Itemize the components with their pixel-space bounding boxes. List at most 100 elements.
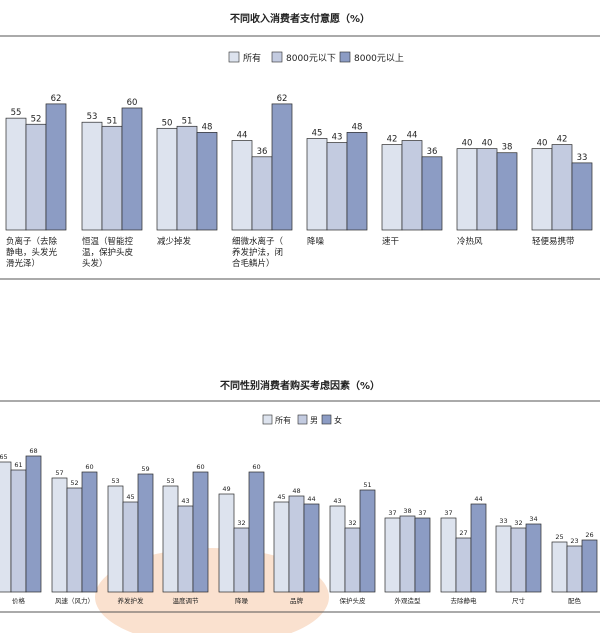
- chart2-value-label-male-4: 43: [181, 497, 189, 505]
- chart1-value-label-below8000-1: 52: [31, 114, 42, 124]
- chart2-bar-female-8: [414, 517, 431, 593]
- chart2-category-label-9: 去除静电: [451, 596, 478, 605]
- chart1-value-label-all-1: 55: [11, 108, 22, 118]
- chart1-value-label-all-8: 40: [537, 139, 548, 149]
- chart2-value-label-male-8: 38: [403, 507, 411, 515]
- chart2-value-label-female-2: 60: [85, 463, 93, 471]
- chart2-value-label-all-10: 33: [499, 517, 507, 525]
- chart2-legend: 所有 男 女: [262, 414, 342, 425]
- chart2-bar-all-2: [51, 477, 68, 593]
- chart1-bar-above8000-4: [271, 103, 293, 231]
- chart2-category-label-10: 尺寸: [512, 596, 526, 605]
- chart1-category-label-3: 减少掉发: [157, 236, 192, 247]
- chart2-category-label-5: 降噪: [235, 596, 249, 605]
- chart1-value-label-all-6: 42: [387, 135, 398, 145]
- chart2-legend-label-male: 男: [310, 416, 318, 425]
- chart2-bar-male-3: [122, 501, 139, 593]
- chart2-value-label-male-10: 32: [514, 519, 522, 527]
- chart1-bar-all-5: [306, 138, 328, 231]
- chart2-bar-female-7: [359, 489, 376, 593]
- chart1-value-label-below8000-8: 42: [557, 135, 568, 145]
- chart1-bar-above8000-5: [346, 132, 368, 231]
- chart2-bar-male-9: [455, 537, 472, 593]
- chart2-bar-all-4: [162, 485, 179, 593]
- chart1-bar-all-2: [81, 121, 103, 231]
- chart2-legend-label-female: 女: [334, 415, 342, 425]
- chart2-bar-male-8: [399, 515, 416, 593]
- chart2-legend-swatch-female: [321, 414, 332, 425]
- chart2-value-label-male-7: 32: [348, 519, 356, 527]
- chart2-value-label-female-5: 60: [252, 463, 260, 471]
- chart2-bar-female-9: [470, 503, 487, 593]
- chart1-bar-below8000-1: [25, 123, 47, 231]
- chart1-value-label-below8000-4: 36: [257, 147, 268, 157]
- chart1-legend-swatch-high: [339, 51, 351, 63]
- chart2-value-label-male-11: 23: [570, 537, 578, 545]
- chart2-bar-female-6: [303, 503, 320, 593]
- chart2-category-labels: 价格 风速（风力） 养发护发 温度调节 降噪 品牌 保护头皮 外观造型 去除静电 尺寸 配色: [12, 596, 582, 605]
- chart2-bar-all-5: [218, 493, 235, 593]
- chart1-legend-label-all: 所有: [243, 52, 261, 64]
- chart2-category-label-2: 风速（风力）: [55, 596, 94, 605]
- chart1-bar-above8000-8: [571, 162, 593, 231]
- chart2-value-label-female-10: 34: [529, 515, 537, 523]
- chart1-value-label-above8000-3: 48: [202, 122, 213, 132]
- chart2-value-label-all-6: 45: [277, 493, 285, 501]
- chart2-bar-female-11: [581, 539, 598, 593]
- chart2-value-label-female-7: 51: [363, 481, 371, 489]
- chart1-category-label-5: 降噪: [307, 236, 325, 247]
- chart1-value-label-above8000-4: 62: [277, 94, 288, 104]
- chart2-bar-all-8: [384, 517, 401, 593]
- chart2-legend-swatch-all: [262, 414, 273, 425]
- chart1-bar-below8000-4: [251, 156, 273, 231]
- chart1-legend-label-high: 8000元以上: [354, 53, 404, 64]
- chart2-value-label-male-3: 45: [126, 493, 134, 501]
- chart1-legend-swatch-low: [271, 51, 283, 63]
- chart2-bar-female-1: [25, 455, 42, 593]
- chart1-legend-swatch-all: [228, 51, 240, 63]
- chart1-bar-below8000-8: [551, 144, 573, 231]
- chart2-category-label-11: 配色: [568, 596, 582, 605]
- chart2-bar-male-5: [233, 527, 250, 593]
- chart1-value-label-all-4: 44: [237, 131, 248, 141]
- chart1-bars: 55 52 62 53 51 60 50 51 48 44 36 62 45 43 48 42 44 36 40 40…: [5, 94, 593, 231]
- chart1-value-label-above8000-7: 38: [502, 143, 513, 153]
- chart1-bar-below8000-5: [326, 142, 348, 231]
- chart2-value-label-male-1: 61: [14, 461, 22, 469]
- chart2-bar-all-6: [273, 501, 290, 593]
- chart2-bar-female-2: [81, 471, 98, 593]
- chart2-bar-female-5: [248, 471, 265, 593]
- chart2-value-label-all-9: 37: [444, 509, 452, 517]
- chart2-value-label-male-6: 48: [292, 487, 300, 495]
- chart1-bar-all-1: [5, 117, 27, 231]
- chart1-bar-all-6: [381, 144, 403, 231]
- chart2-bar-male-2: [66, 487, 83, 593]
- chart2-value-label-all-3: 53: [111, 477, 119, 485]
- chart1-bar-above8000-3: [196, 132, 218, 231]
- chart2-bar-all-10: [495, 525, 512, 593]
- chart1-category-label-1: 负离子（去除静电，头发光滑光泽）: [6, 236, 58, 269]
- chart2-bar-female-4: [192, 471, 209, 593]
- chart2-value-label-female-3: 59: [141, 465, 149, 473]
- chart2-value-label-all-5: 49: [222, 485, 230, 493]
- chart2-value-label-male-2: 52: [70, 479, 78, 487]
- chart1-value-label-below8000-7: 40: [482, 139, 493, 149]
- chart2-legend-label-all: 所有: [275, 415, 291, 425]
- chart1-bar-all-8: [531, 148, 553, 231]
- chart2-legend-swatch-male: [297, 414, 308, 425]
- chart1-bar-below8000-2: [101, 125, 123, 231]
- chart1-bar-below8000-6: [401, 140, 423, 231]
- chart1-value-label-above8000-2: 60: [127, 98, 138, 108]
- chart2-value-label-all-4: 53: [166, 477, 174, 485]
- chart1-bar-below8000-7: [476, 148, 498, 231]
- chart2-bar-male-10: [510, 527, 527, 593]
- chart2-value-label-male-5: 32: [237, 519, 245, 527]
- chart2-bar-all-11: [551, 541, 568, 593]
- chart1-value-label-all-5: 45: [312, 128, 323, 138]
- chart1-bar-all-4: [231, 140, 253, 231]
- chart2-category-label-7: 保护头皮: [340, 596, 367, 605]
- income-willingness-chart: 不同收入消费者支付意愿（%） 所有 8000元以下 8000元以上 55 52 62…: [0, 12, 600, 280]
- chart1-value-label-above8000-1: 62: [51, 94, 62, 104]
- chart2-category-label-6: 品牌: [290, 596, 304, 605]
